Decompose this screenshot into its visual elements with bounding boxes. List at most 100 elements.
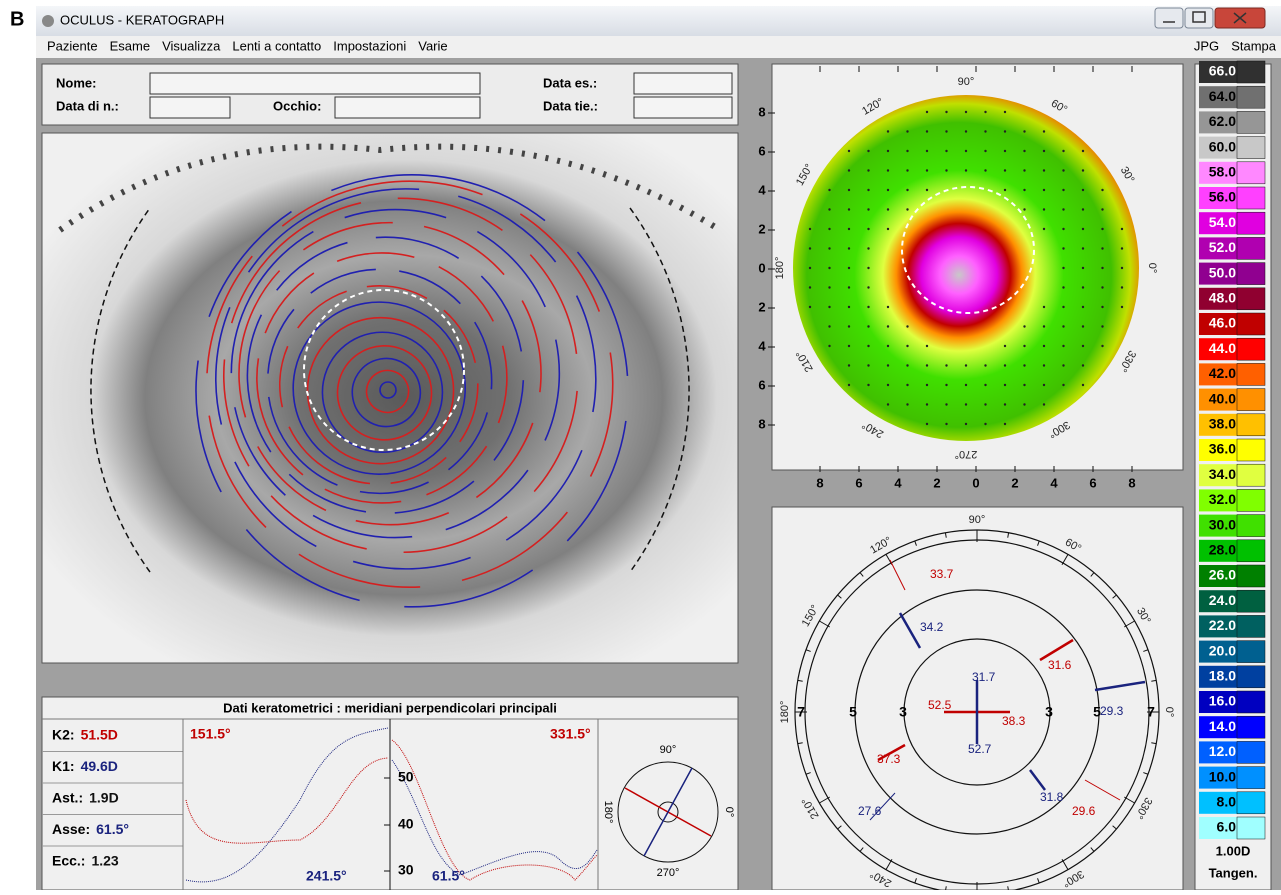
scale-swatch xyxy=(1199,817,1237,839)
y-tick-label: 6 xyxy=(758,377,765,392)
grid-dot xyxy=(1081,344,1085,348)
x-tick-label: 8 xyxy=(1128,475,1135,490)
grid-dot xyxy=(867,188,870,192)
input[interactable] xyxy=(149,72,481,95)
minimize[interactable] xyxy=(1154,7,1184,29)
k-value: 33.7 xyxy=(930,567,954,581)
scale-bar xyxy=(1236,363,1266,386)
grid-dot xyxy=(1062,208,1065,211)
grid-dot xyxy=(1120,305,1124,309)
scale-bar xyxy=(1236,640,1266,663)
grid-dot xyxy=(945,130,948,133)
scale-swatch xyxy=(1199,212,1237,235)
input[interactable] xyxy=(633,72,733,95)
placido-ring xyxy=(365,369,410,414)
scale-bar xyxy=(1236,413,1266,437)
y-tick-label: 2 xyxy=(758,221,765,236)
grid-dot xyxy=(964,403,968,406)
scale-label: 52.0 xyxy=(1209,239,1236,255)
grid-dot xyxy=(1081,247,1085,250)
grid-dot xyxy=(984,364,987,367)
grid-dot xyxy=(906,403,909,406)
ring-label: 7 xyxy=(1147,704,1155,720)
grid-dot xyxy=(886,208,890,211)
grid-dot xyxy=(906,344,909,348)
grid-dot xyxy=(1003,169,1007,172)
menu-item[interactable]: Impostazioni xyxy=(333,38,406,53)
maximize[interactable] xyxy=(1184,7,1214,29)
grid-dot xyxy=(1042,208,1046,211)
profile-label: 151.5° xyxy=(190,726,231,742)
scale-swatch xyxy=(1199,741,1237,764)
input[interactable] xyxy=(334,96,481,119)
row-value: 1.9D xyxy=(89,790,119,806)
grid-dot xyxy=(867,364,870,367)
grid-dot xyxy=(1042,383,1046,387)
ring-label: 3 xyxy=(899,704,907,720)
menu-item[interactable]: Esame xyxy=(110,38,150,53)
ring xyxy=(854,589,1100,835)
scale-label: 58.0 xyxy=(1209,164,1236,180)
input[interactable] xyxy=(633,96,733,119)
grid-dot xyxy=(886,364,890,367)
menu-item[interactable]: Paziente xyxy=(47,38,98,53)
tick xyxy=(819,796,831,804)
profile-label: 241.5° xyxy=(306,868,347,884)
menu-item[interactable]: Visualizza xyxy=(162,38,221,53)
lashes xyxy=(58,143,722,233)
y-tick-label: 4 xyxy=(758,338,766,353)
grid-dot xyxy=(906,130,909,133)
tick xyxy=(1061,858,1069,870)
angle-label: 270° xyxy=(955,448,978,460)
grid-dot xyxy=(1101,247,1104,250)
grid-dot xyxy=(945,110,948,114)
menu-item[interactable]: Lenti a contatto xyxy=(232,38,321,53)
scale-label: 20.0 xyxy=(1209,642,1236,658)
grid-dot xyxy=(1081,208,1085,211)
tick xyxy=(1061,554,1069,566)
angle-label: 180° xyxy=(779,701,791,724)
scale-swatch xyxy=(1199,111,1237,134)
menu-item[interactable]: Stampa xyxy=(1231,38,1277,53)
scale-label: 48.0 xyxy=(1209,290,1236,306)
ring-label: 7 xyxy=(797,704,805,720)
grid-dot xyxy=(1003,149,1007,153)
placido-ring xyxy=(292,301,466,475)
menu-item[interactable]: JPG xyxy=(1194,38,1219,53)
scale-label: 62.0 xyxy=(1209,113,1236,129)
window-title: OCULUS - KERATOGRAPH xyxy=(60,12,224,27)
grid-dot xyxy=(1101,227,1104,231)
profile-tick: 30 xyxy=(398,862,414,878)
grid-dot xyxy=(1023,403,1026,406)
grid-dot xyxy=(1081,169,1085,172)
grid-dot xyxy=(906,208,909,211)
scale-swatch xyxy=(1199,61,1237,83)
grid-dot xyxy=(1042,305,1046,309)
scale-bar xyxy=(1236,111,1266,134)
scale-bar xyxy=(1236,564,1266,588)
input[interactable] xyxy=(149,96,231,119)
placido-ring xyxy=(321,331,444,454)
scale-label: 18.0 xyxy=(1209,668,1236,684)
grid-dot xyxy=(1062,286,1065,289)
scale-label: 56.0 xyxy=(1209,189,1236,205)
dial xyxy=(617,761,719,863)
grid-dot xyxy=(1003,383,1007,387)
scale-swatch xyxy=(1199,464,1237,487)
scale-label: 34.0 xyxy=(1209,466,1236,482)
grid-dot xyxy=(906,149,909,153)
dial-center xyxy=(657,801,679,823)
menu-item[interactable]: Varie xyxy=(418,38,447,53)
grid-dot xyxy=(886,403,890,406)
scale-swatch xyxy=(1199,539,1237,562)
scale-swatch xyxy=(1199,287,1237,310)
scale-label: 38.0 xyxy=(1209,416,1236,432)
grid-dot xyxy=(925,149,929,153)
profile-curve xyxy=(185,727,598,883)
grid-dot xyxy=(867,149,870,153)
scale-label: 50.0 xyxy=(1209,264,1236,280)
grid-dot xyxy=(867,383,870,387)
grid-dot xyxy=(847,364,851,367)
grid-dot xyxy=(847,188,851,192)
grid-dot xyxy=(828,305,831,309)
